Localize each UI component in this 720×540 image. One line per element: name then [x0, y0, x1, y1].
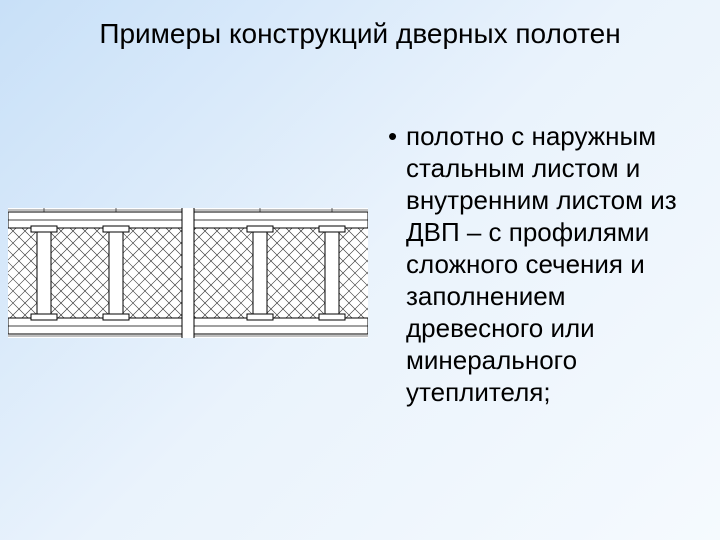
bullet-text: полотно с наружным стальным листом и вну… — [406, 120, 706, 408]
door-cross-section-diagram — [8, 208, 368, 338]
content-row: • полотно с наружным стальным листом и в… — [0, 120, 720, 408]
slide-title: Примеры конструкций дверных полотен — [0, 18, 720, 50]
bullet-row: • полотно с наружным стальным листом и в… — [382, 120, 712, 408]
bullet-block: • полотно с наружным стальным листом и в… — [372, 120, 712, 408]
figure-column — [0, 120, 372, 343]
bullet-marker: • — [382, 120, 406, 152]
